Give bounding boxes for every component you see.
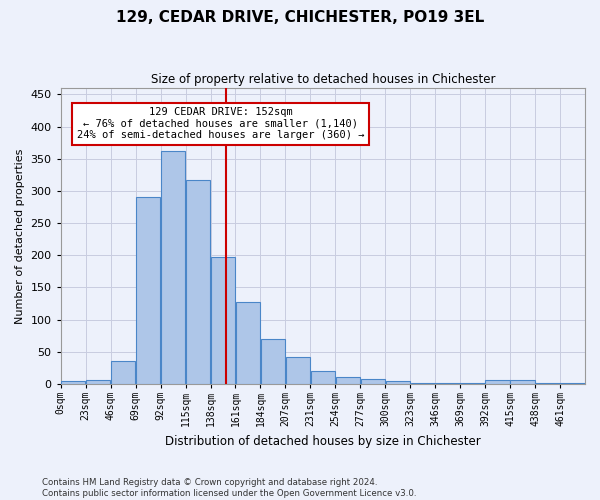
Bar: [161, 151, 185, 384]
Bar: [136, 198, 160, 384]
Bar: [410, 382, 435, 384]
Title: Size of property relative to detached houses in Chichester: Size of property relative to detached ho…: [151, 72, 495, 86]
Bar: [511, 380, 535, 384]
Bar: [86, 380, 110, 384]
Bar: [436, 382, 460, 384]
Bar: [261, 339, 285, 384]
Bar: [485, 380, 510, 384]
Bar: [211, 257, 235, 384]
Text: 129 CEDAR DRIVE: 152sqm
← 76% of detached houses are smaller (1,140)
24% of semi: 129 CEDAR DRIVE: 152sqm ← 76% of detache…: [77, 108, 364, 140]
Text: Contains HM Land Registry data © Crown copyright and database right 2024.
Contai: Contains HM Land Registry data © Crown c…: [42, 478, 416, 498]
Bar: [535, 382, 560, 384]
Bar: [236, 302, 260, 384]
X-axis label: Distribution of detached houses by size in Chichester: Distribution of detached houses by size …: [165, 434, 481, 448]
Bar: [286, 357, 310, 384]
Bar: [186, 180, 210, 384]
Bar: [111, 362, 136, 384]
Bar: [361, 379, 385, 384]
Text: 129, CEDAR DRIVE, CHICHESTER, PO19 3EL: 129, CEDAR DRIVE, CHICHESTER, PO19 3EL: [116, 10, 484, 25]
Bar: [335, 377, 360, 384]
Bar: [386, 381, 410, 384]
Bar: [61, 382, 85, 384]
Bar: [311, 371, 335, 384]
Y-axis label: Number of detached properties: Number of detached properties: [15, 148, 25, 324]
